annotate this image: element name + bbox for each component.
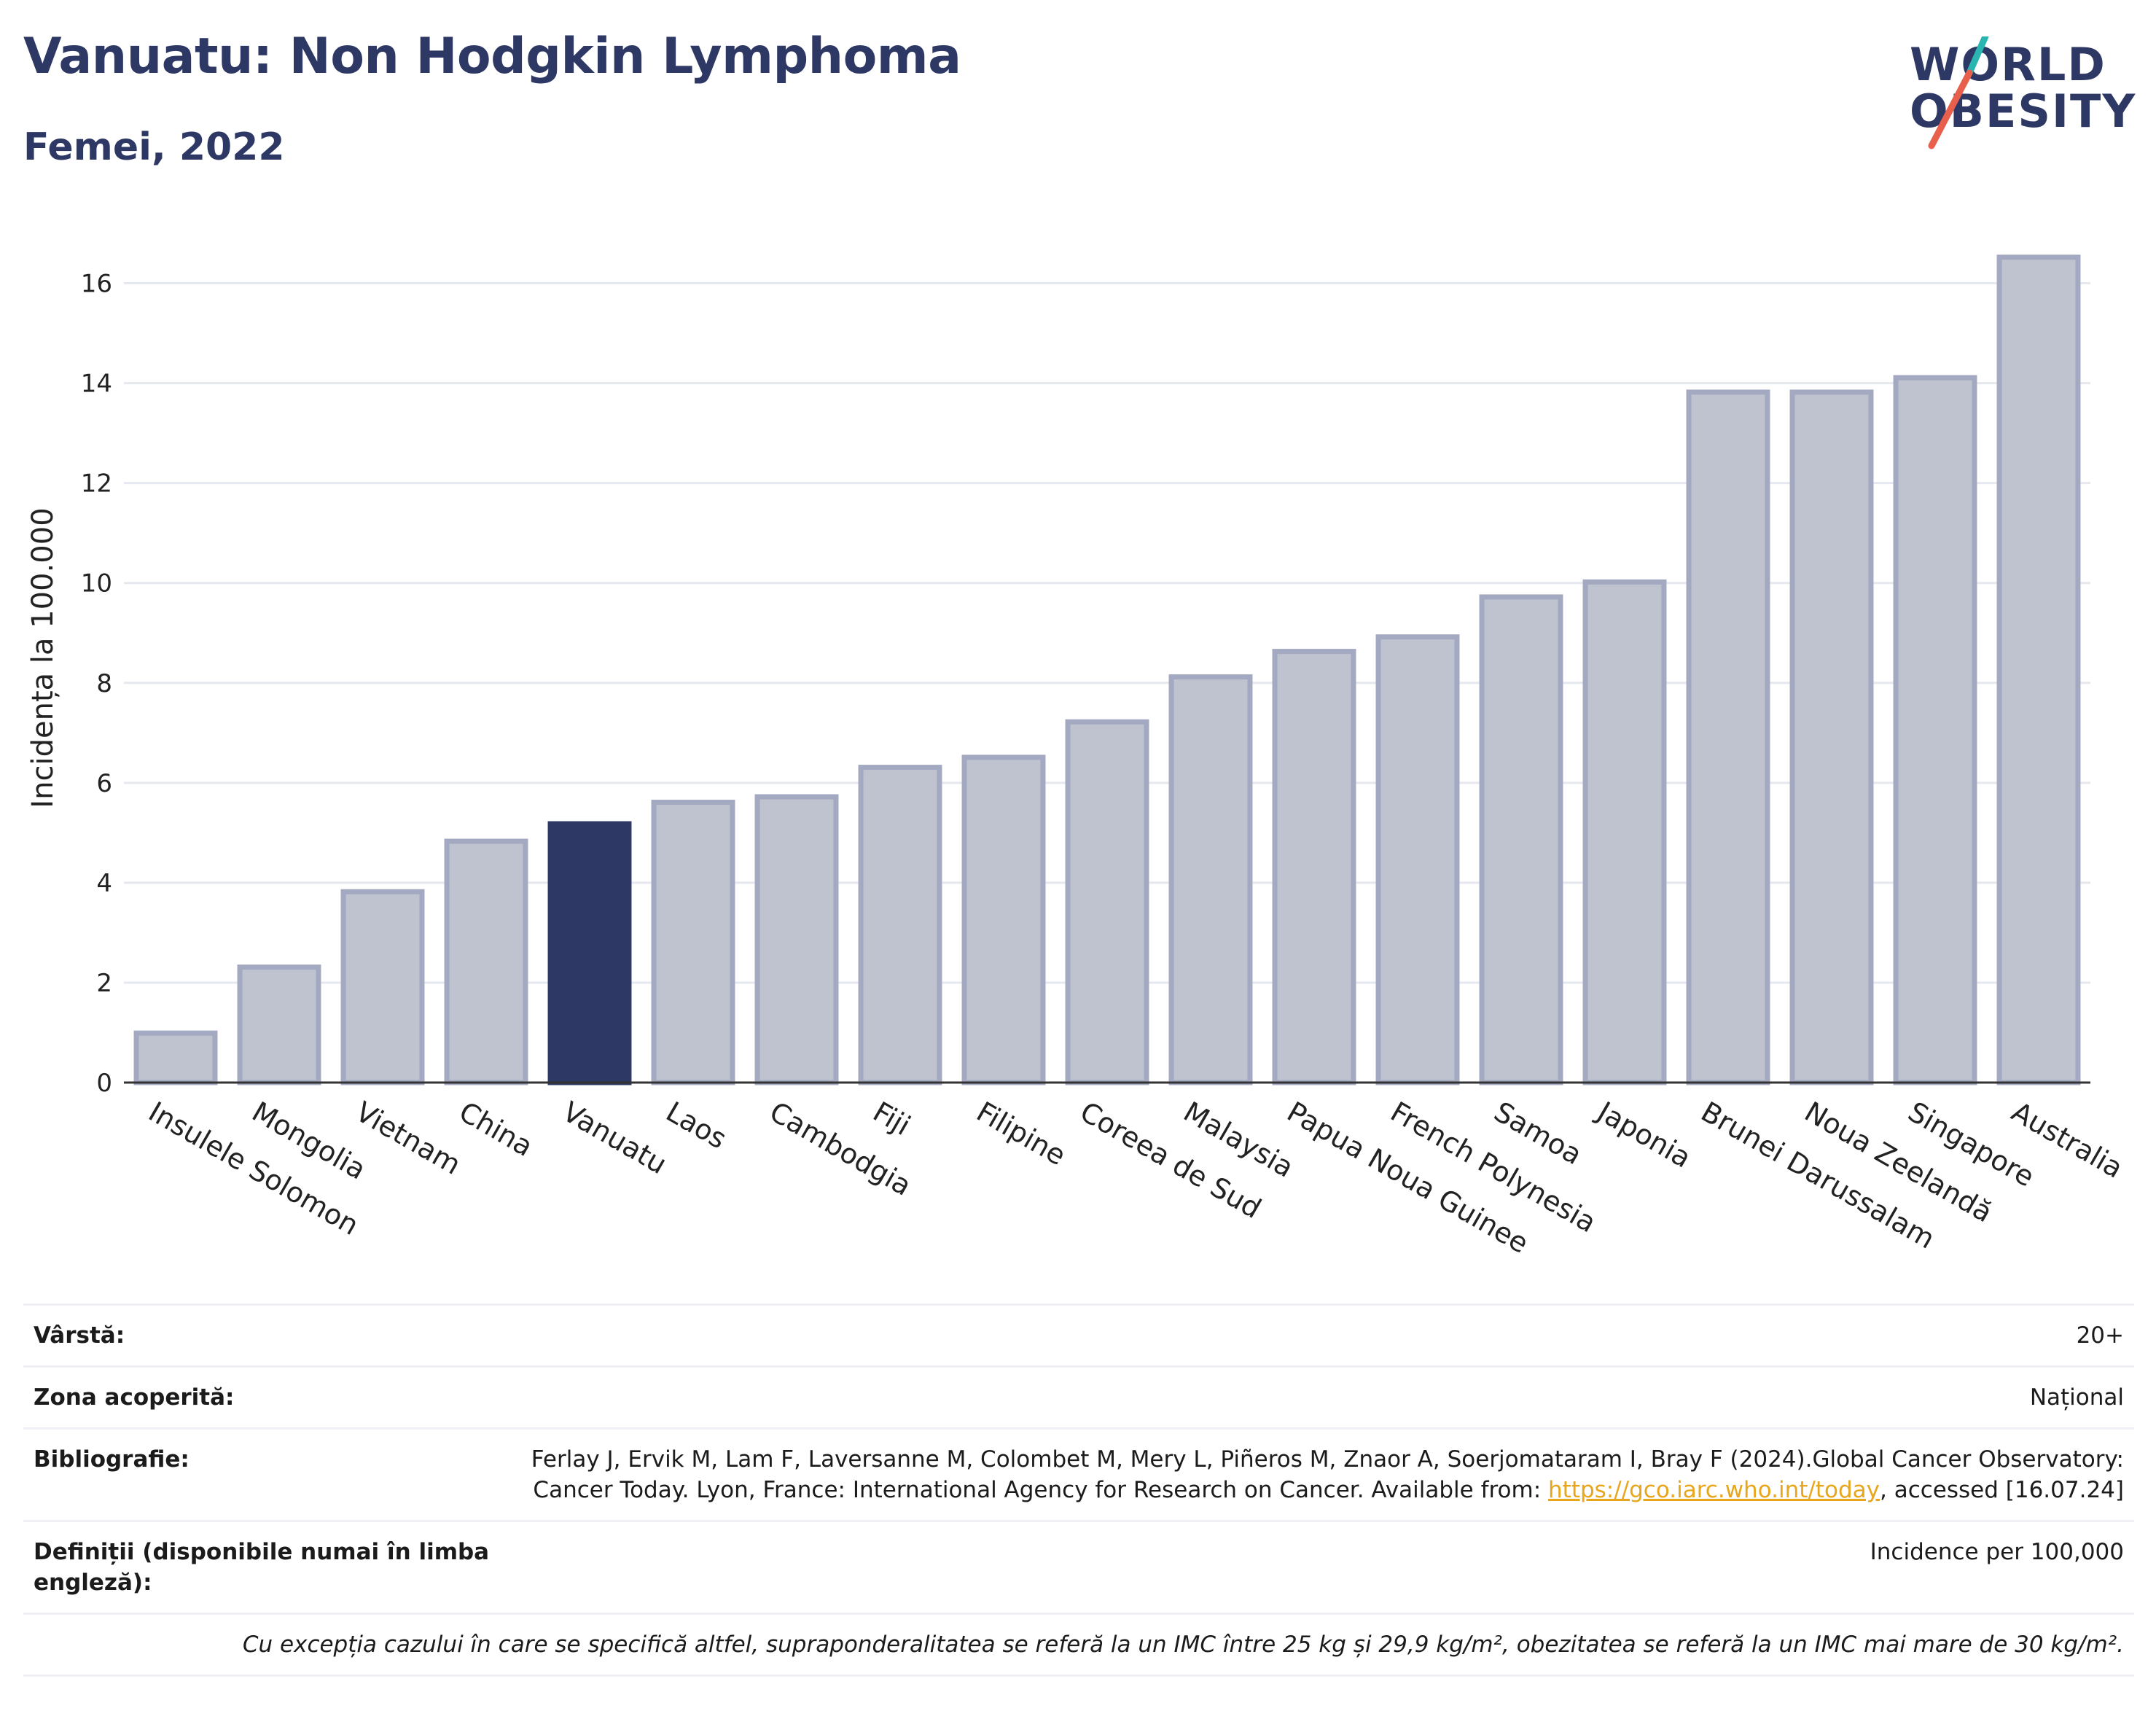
bar-australia <box>1996 254 2081 1085</box>
x-tick-label: Laos <box>661 1096 733 1155</box>
y-tick-label: 12 <box>81 469 112 499</box>
bar-french-polynesia <box>1375 634 1460 1085</box>
x-tick-label: Filipine <box>972 1096 1071 1172</box>
source-link[interactable]: https://gco.iarc.who.int/today <box>1548 1477 1880 1503</box>
bar-vietnam <box>340 889 425 1085</box>
bar-noua-zeelandă <box>1789 389 1874 1085</box>
info-row-coverage: Zona acoperită: Național <box>23 1365 2134 1427</box>
bar-papua-noua-guinee <box>1272 649 1356 1085</box>
info-value: Incidence per 100,000 <box>1870 1539 2124 1565</box>
y-tick-label: 8 <box>96 669 112 698</box>
x-tick-label: Coreea de Sud <box>1075 1096 1267 1225</box>
y-tick-label: 0 <box>96 1069 112 1098</box>
chart-title: Vanuatu: Non Hodgkin Lymphoma <box>23 28 961 85</box>
y-tick-label: 16 <box>81 270 112 299</box>
y-tick-label: 10 <box>81 569 112 599</box>
bar-malaysia <box>1168 674 1253 1085</box>
info-row-definitions: Definiții (disponibile numai în limba en… <box>23 1520 2134 1613</box>
x-tick-label: Vanuatu <box>558 1096 673 1180</box>
bar-china <box>444 838 528 1085</box>
info-label: Vârstă: <box>34 1322 125 1349</box>
x-tick-label: Japonia <box>1591 1095 1697 1174</box>
bar-coreea-de-sud <box>1065 719 1149 1085</box>
info-value: 20+ <box>2076 1322 2124 1349</box>
bar-cambodgia <box>754 794 839 1085</box>
info-row-bibliography: Bibliografie: Ferlay J, Ervik M, Lam F, … <box>23 1427 2134 1520</box>
chart-subtitle: Femei, 2022 <box>23 125 285 169</box>
world-obesity-logo: WORLD OBESITY <box>1895 36 2143 160</box>
info-row-age: Vârstă: 20+ <box>23 1303 2134 1365</box>
bar-fiji <box>858 765 942 1085</box>
bar-samoa <box>1479 594 1563 1085</box>
y-tick-label: 4 <box>96 869 112 898</box>
bibliography-text: Ferlay J, Ervik M, Lam F, Laversanne M, … <box>531 1446 2124 1503</box>
info-label: Zona acoperită: <box>34 1384 235 1411</box>
bar-singapore <box>1893 375 1977 1085</box>
info-table: Vârstă: 20+ Zona acoperită: Național Bib… <box>23 1303 2134 1677</box>
bar-vanuatu <box>547 821 632 1085</box>
bar-laos <box>651 800 735 1085</box>
bar-insulele-solomon <box>133 1030 218 1085</box>
y-tick-label: 14 <box>81 370 112 399</box>
info-value: Ferlay J, Ervik M, Lam F, Laversanne M, … <box>529 1444 2124 1505</box>
x-tick-label: Fiji <box>868 1096 916 1142</box>
logo-slash-icon <box>1928 36 1989 149</box>
info-label: Bibliografie: <box>34 1446 190 1473</box>
info-value: Național <box>2029 1384 2124 1411</box>
info-label: Definiții (disponibile numai în limba en… <box>34 1539 490 1596</box>
y-tick-label: 2 <box>96 969 112 998</box>
logo-line-1: WORLD <box>1910 38 2106 91</box>
y-axis-title: Incidența la 100.000 <box>26 507 60 808</box>
footnote: Cu excepția cazului în care se specifică… <box>23 1613 2134 1677</box>
bar-mongolia <box>237 964 321 1085</box>
x-tick-label: Vietnam <box>351 1096 466 1181</box>
bibliography-accessed: , accessed [16.07.24] <box>1879 1477 2124 1503</box>
y-tick-label: 6 <box>96 769 112 798</box>
bar-japonia <box>1582 579 1667 1085</box>
bar-filipine <box>961 755 1046 1085</box>
bar-brunei-darussalam <box>1686 389 1770 1085</box>
